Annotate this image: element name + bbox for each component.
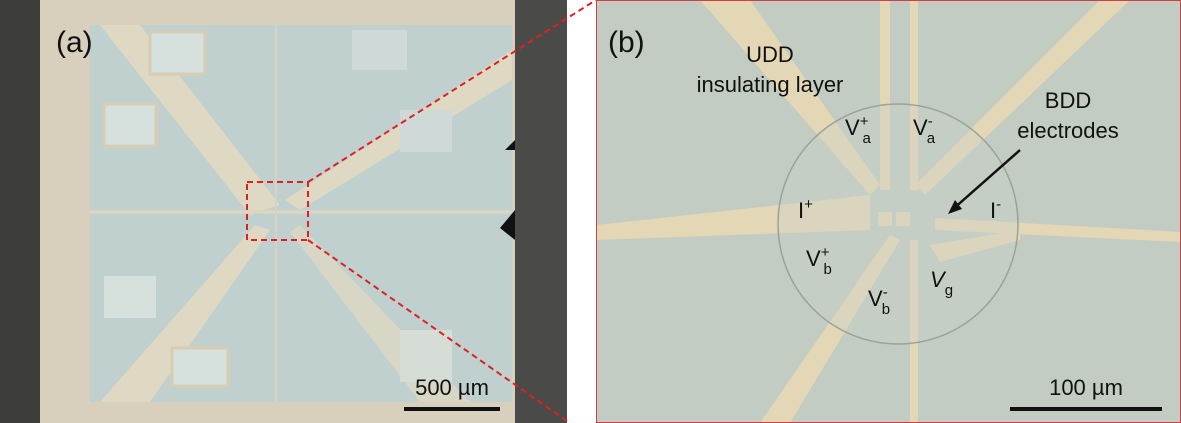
label-sub: a	[927, 130, 936, 147]
label-sup: -	[883, 284, 888, 301]
page: {"panels": [ {"label": "(a)", "scale_bar…	[0, 0, 1181, 423]
label-base: V	[806, 246, 821, 271]
label-base: V	[845, 115, 860, 140]
label-sub: a	[862, 130, 871, 147]
annotation: UDD	[746, 42, 794, 67]
annotation: BDD	[1045, 88, 1091, 113]
panel-b-image	[596, 0, 1181, 423]
label-sup: -	[996, 196, 1001, 213]
label-sup: +	[821, 244, 830, 261]
panel-label: (b)	[608, 26, 645, 59]
label-sup: +	[804, 196, 813, 213]
scale-label: 500 µm	[415, 375, 489, 400]
label-sup: -	[928, 113, 933, 130]
panel-label: (a)	[56, 26, 93, 59]
scale-label: 100 µm	[1049, 375, 1123, 400]
label-sub: b	[823, 261, 831, 278]
panel-a-image	[0, 0, 567, 423]
annotation: insulating layer	[697, 72, 844, 97]
label-sub: g	[945, 282, 953, 299]
figure: (a) (b) 500 µm 100 µm UDD insulating laye…	[0, 0, 1181, 423]
annotation: electrodes	[1017, 118, 1119, 143]
label-sub: b	[882, 301, 890, 318]
label-sup: +	[860, 113, 869, 130]
